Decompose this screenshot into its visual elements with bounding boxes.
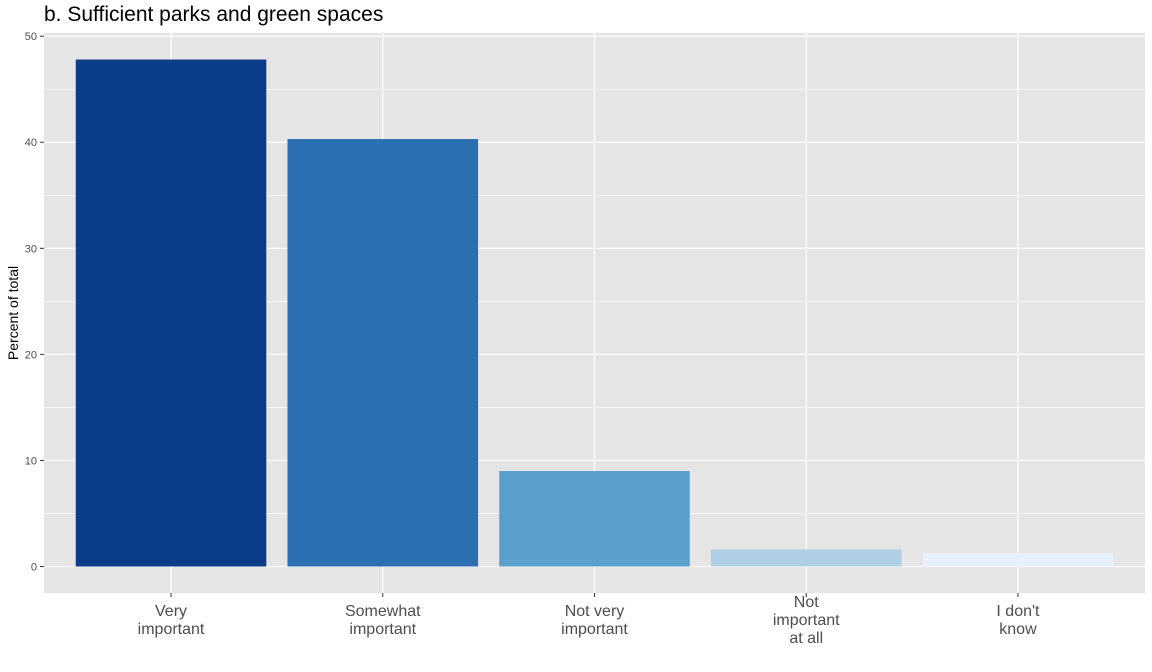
y-tick-label: 20 (25, 349, 37, 361)
chart-title: b. Sufficient parks and green spaces (44, 3, 384, 26)
bar (499, 471, 690, 567)
bars (75, 59, 1114, 567)
x-axis-ticks: Very important Somewhat important Not very im… (138, 593, 1040, 647)
x-tick-label: Very important (138, 603, 205, 638)
y-tick-label: 0 (31, 561, 37, 573)
y-axis-ticks: 0 10 20 30 40 50 (25, 31, 44, 573)
y-tick-label: 40 (25, 137, 37, 149)
x-tick-label: I don't know (996, 603, 1040, 638)
bar (710, 549, 902, 567)
x-tick-label: Not important at all (773, 594, 840, 647)
bar (922, 552, 1114, 567)
y-tick-label: 50 (25, 31, 37, 43)
x-tick-label: Not very important (561, 603, 628, 638)
bar (75, 59, 267, 567)
y-tick-label: 30 (25, 243, 37, 255)
y-axis-title: Percent of total (5, 266, 21, 360)
x-tick-label: Somewhat important (345, 603, 421, 638)
bar (287, 139, 479, 567)
y-tick-label: 10 (25, 455, 37, 467)
